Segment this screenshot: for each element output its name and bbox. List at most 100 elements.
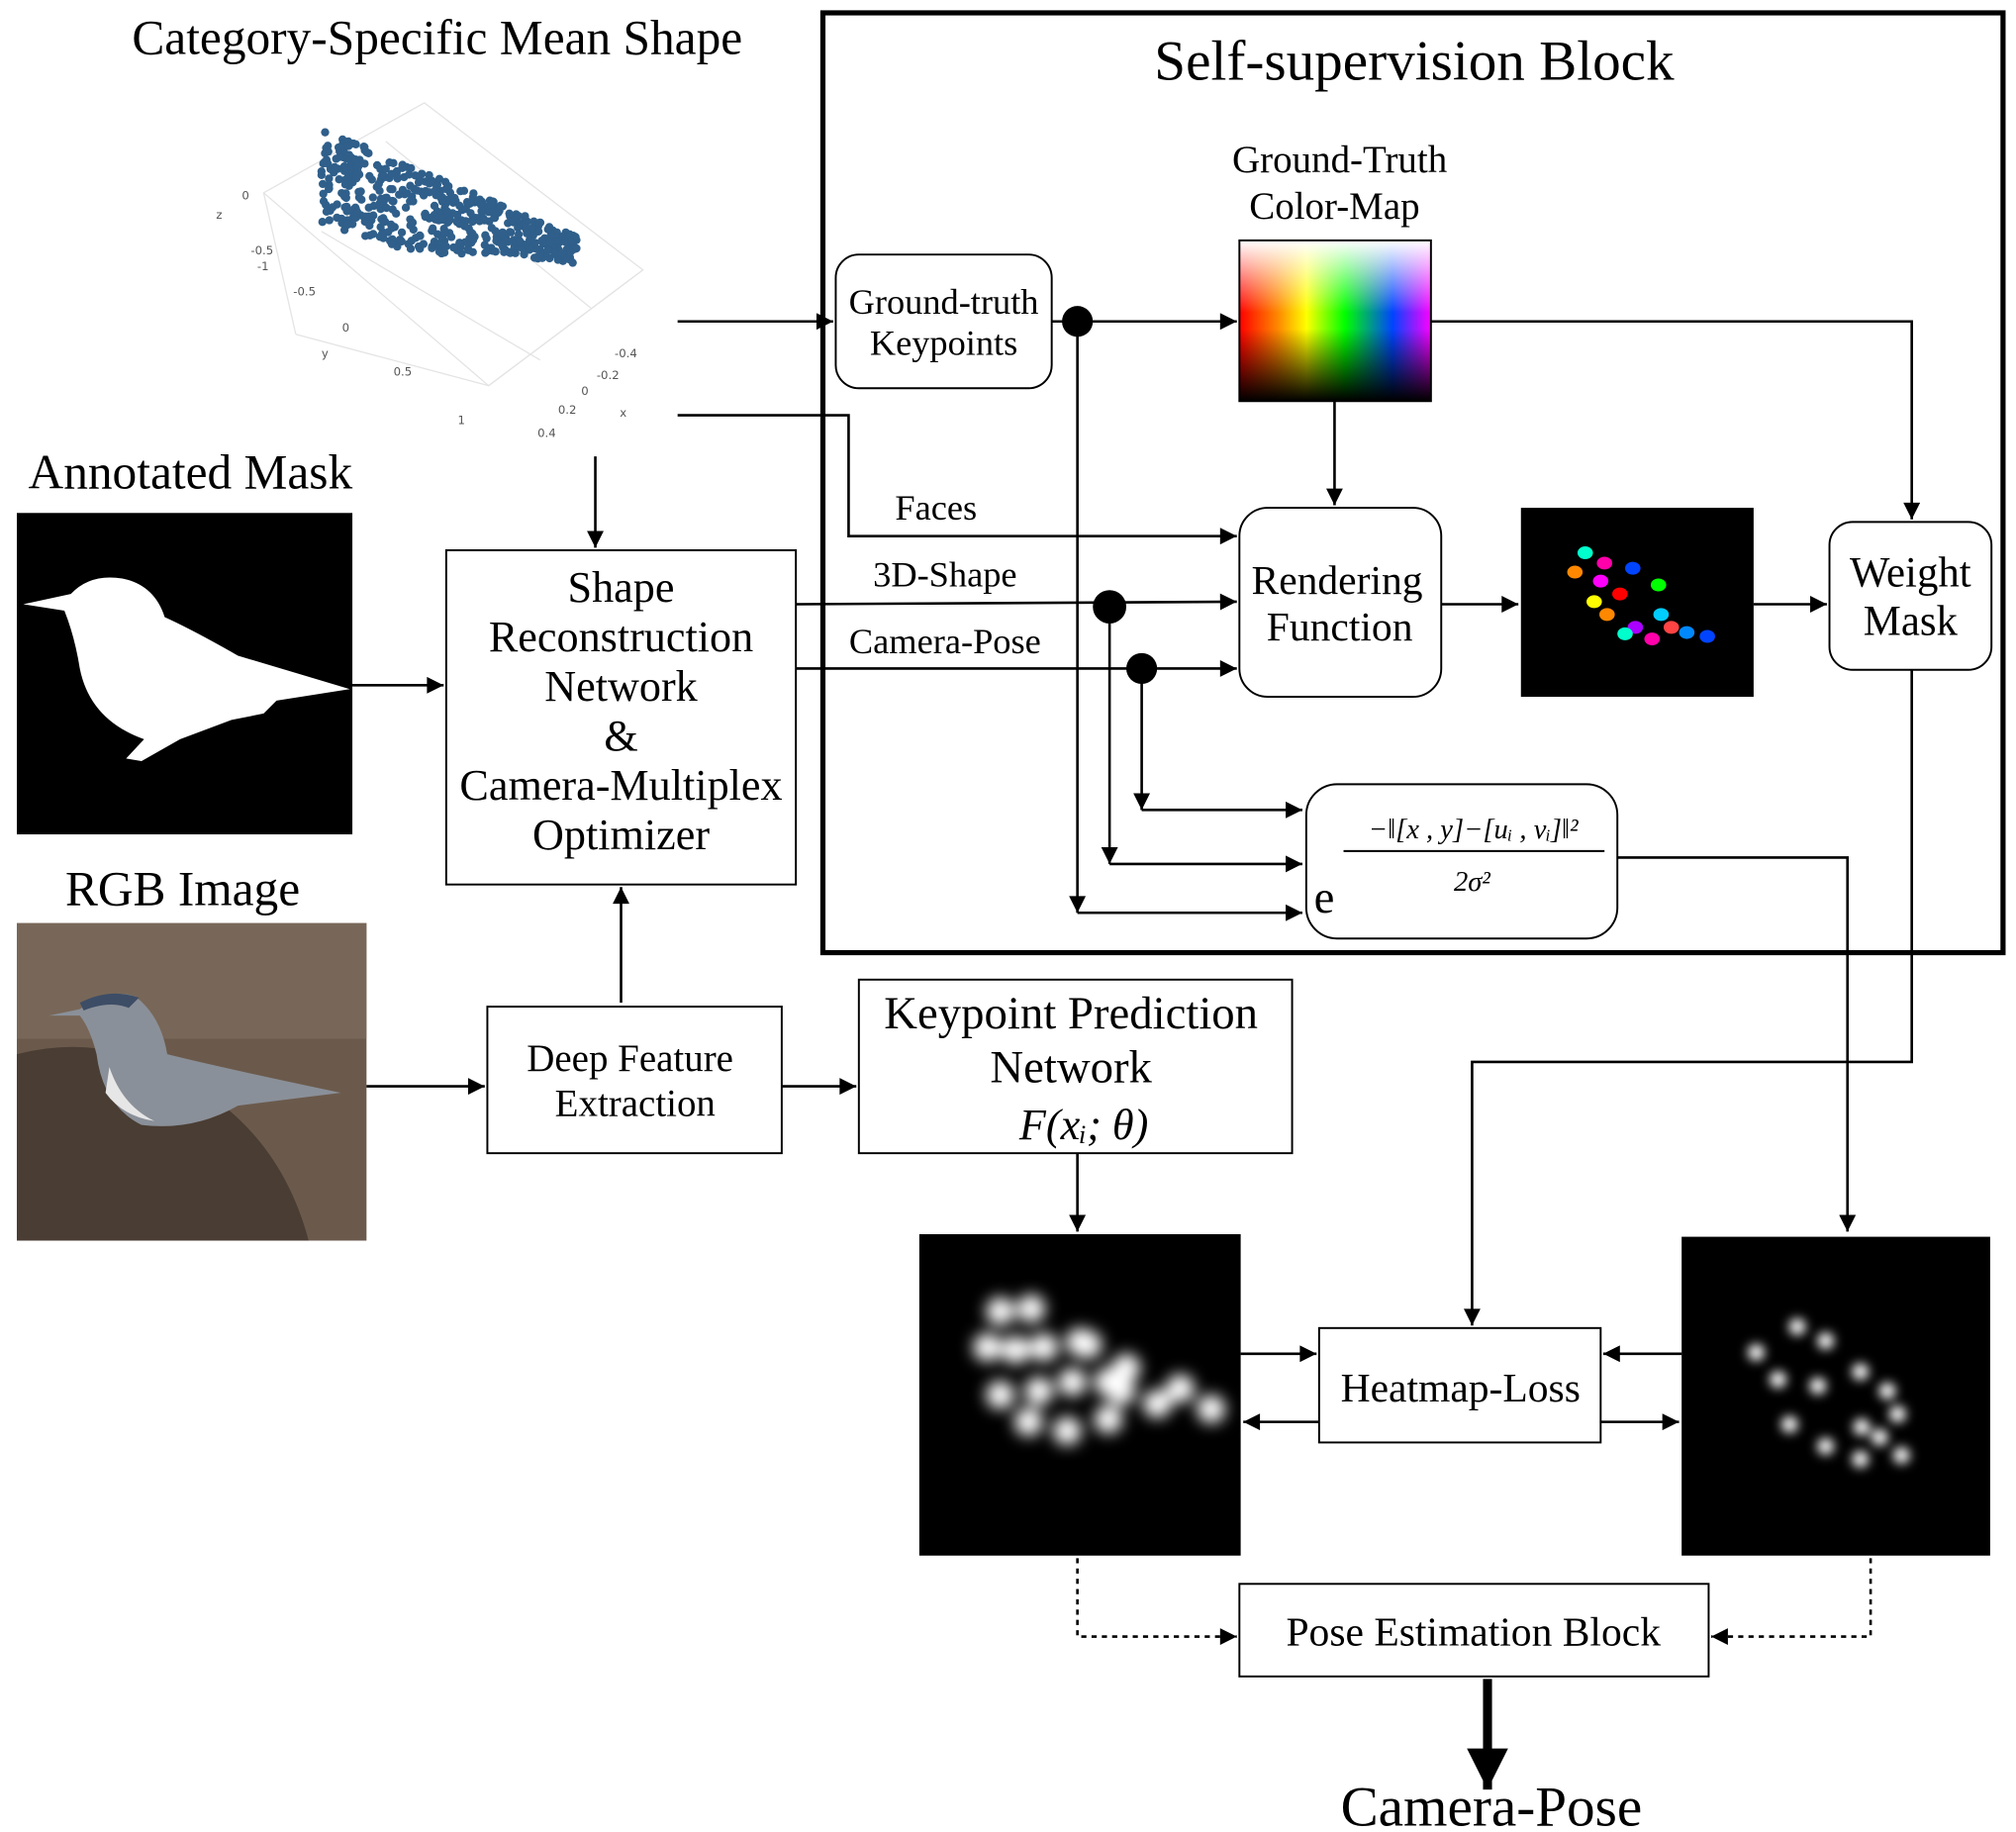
point — [336, 143, 345, 151]
node-label: Deep Feature — [527, 1037, 733, 1080]
tick-label: -0.5 — [293, 285, 316, 299]
point — [497, 240, 506, 248]
point — [368, 193, 377, 202]
point — [350, 155, 360, 164]
tick-label: 0.5 — [394, 364, 413, 378]
heat-spot — [1809, 1377, 1827, 1395]
point — [476, 200, 485, 209]
blob — [1624, 561, 1641, 575]
heat-spot — [1052, 1416, 1082, 1446]
point — [335, 175, 343, 184]
target-heatmap — [1681, 1236, 1990, 1556]
heat-spot — [1166, 1374, 1195, 1403]
point — [466, 209, 475, 218]
point — [322, 158, 332, 167]
point — [455, 239, 464, 248]
point — [393, 174, 402, 183]
point — [488, 197, 497, 206]
point — [482, 234, 491, 243]
rgb-title: RGB Image — [65, 861, 300, 916]
point — [322, 207, 332, 216]
point — [353, 161, 363, 171]
node-label: Ground-Truth — [1232, 139, 1447, 181]
axis-label: z — [216, 208, 222, 222]
point — [345, 154, 354, 164]
point — [317, 166, 327, 176]
blob — [1612, 587, 1628, 601]
node-label: Reconstruction — [489, 613, 753, 661]
blob — [1617, 627, 1633, 640]
point — [365, 221, 374, 231]
node-label: Optimizer — [532, 811, 710, 859]
point — [354, 187, 363, 197]
blob — [1599, 608, 1615, 622]
point — [387, 169, 396, 178]
heat-spot — [1817, 1332, 1835, 1350]
point — [561, 238, 570, 246]
tick-label: 1 — [458, 414, 465, 428]
point — [514, 230, 524, 239]
node-label: Rendering — [1251, 557, 1422, 603]
point — [388, 185, 397, 194]
point — [341, 164, 350, 173]
edge-label: Camera-Pose — [849, 622, 1041, 661]
point — [525, 242, 534, 251]
point — [535, 250, 544, 259]
node-box — [444, 548, 798, 886]
point — [387, 224, 396, 233]
point — [360, 143, 369, 151]
point — [325, 174, 334, 183]
point — [408, 218, 418, 228]
point — [407, 163, 416, 173]
point — [568, 258, 577, 267]
heat-spot — [1106, 1377, 1136, 1405]
node-box — [1238, 507, 1443, 699]
formula-denominator: 2σ² — [1454, 867, 1490, 898]
point — [364, 148, 373, 157]
point — [398, 163, 407, 172]
render-image — [1520, 508, 1754, 698]
point — [376, 194, 386, 203]
point — [324, 146, 333, 156]
edge-label: Faces — [895, 488, 977, 528]
point — [352, 174, 361, 183]
point — [440, 229, 449, 239]
self-supervision-frame — [819, 10, 2006, 956]
point — [446, 233, 456, 241]
point — [464, 245, 473, 254]
heat-spot — [1788, 1318, 1806, 1335]
point — [377, 171, 386, 180]
point — [387, 240, 397, 248]
predicted-heatmap — [918, 1233, 1241, 1556]
point — [468, 236, 478, 244]
point — [411, 171, 420, 180]
tick-label: -0.5 — [250, 243, 273, 257]
point — [533, 227, 543, 236]
node-label: Network — [544, 662, 698, 711]
point — [468, 192, 478, 202]
point — [440, 204, 449, 213]
point — [340, 203, 349, 212]
blob — [1577, 546, 1593, 560]
point — [343, 220, 352, 230]
point — [414, 178, 424, 187]
point — [508, 216, 518, 225]
point — [360, 159, 369, 168]
point — [336, 152, 344, 161]
point — [452, 217, 462, 226]
point — [439, 214, 448, 223]
heat-spot — [1871, 1428, 1888, 1446]
point — [375, 186, 384, 195]
blob — [1567, 565, 1584, 579]
heat-spot — [1002, 1335, 1030, 1365]
point — [324, 184, 334, 194]
point — [419, 240, 429, 248]
heat-spot — [986, 1297, 1014, 1326]
point — [398, 185, 408, 195]
point — [515, 238, 524, 246]
point — [374, 179, 383, 188]
point — [368, 230, 378, 239]
point — [480, 216, 489, 225]
heat-spot — [1029, 1333, 1059, 1362]
